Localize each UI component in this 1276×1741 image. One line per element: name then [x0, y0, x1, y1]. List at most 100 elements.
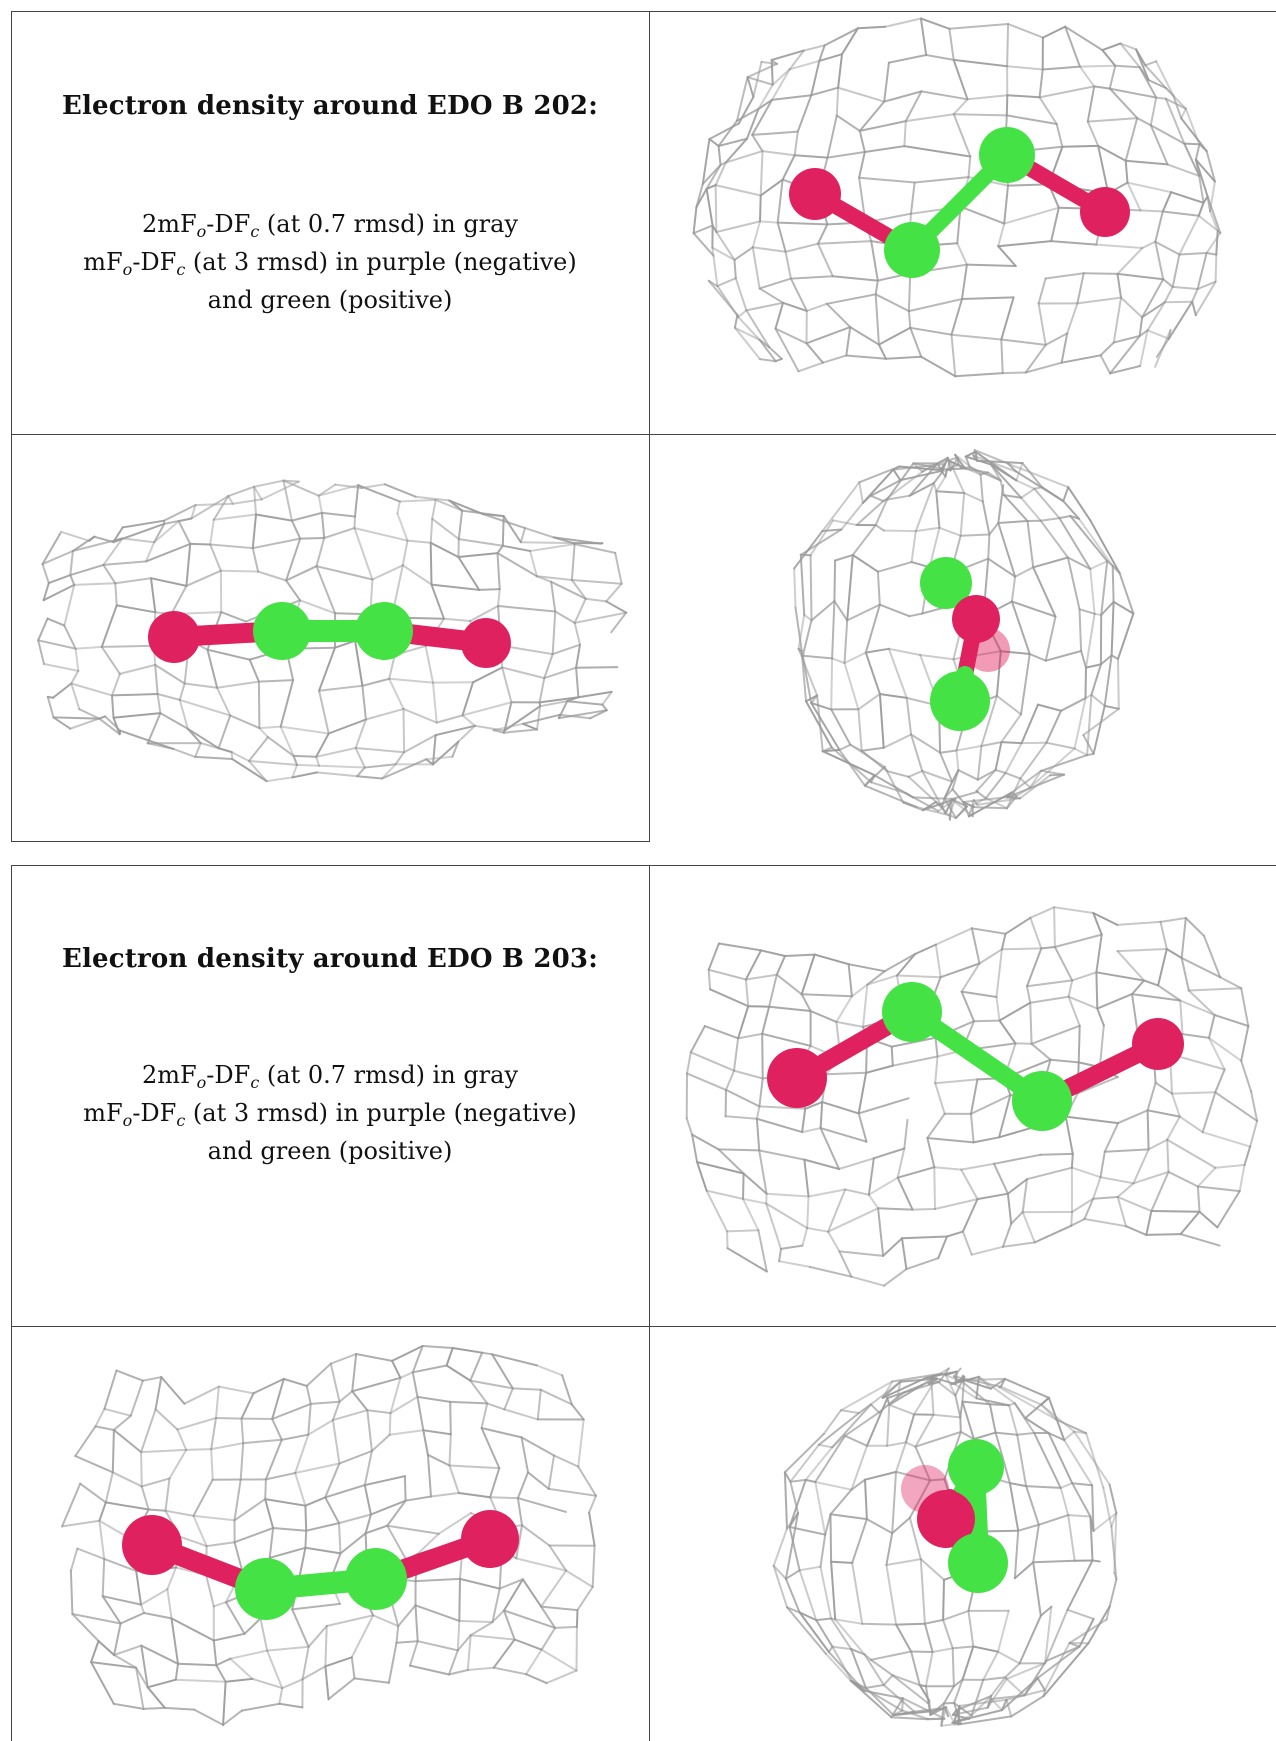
edo-molecule: [122, 1510, 519, 1620]
mesh-line: [805, 342, 824, 364]
mesh-line: [251, 537, 302, 550]
carbon-atom: [253, 602, 311, 660]
mesh-line: [354, 747, 366, 769]
mesh-line: [758, 277, 792, 290]
mesh-line: [950, 333, 1003, 341]
mesh-line: [772, 1564, 787, 1580]
mesh-line: [1113, 1572, 1118, 1581]
mesh-line: [536, 1388, 542, 1421]
mesh-line: [759, 178, 784, 197]
mesh-line: [1116, 272, 1122, 299]
mesh-line: [1053, 946, 1074, 982]
mesh-line: [877, 343, 887, 360]
mesh-line: [804, 1446, 834, 1481]
mesh-line: [540, 1626, 557, 1651]
mesh-line: [101, 1557, 106, 1598]
mesh-line: [692, 224, 714, 235]
mesh-line: [751, 246, 787, 253]
mesh-line: [810, 59, 821, 97]
mesh-line: [877, 326, 912, 346]
mesh-line: [793, 130, 799, 157]
mesh-line: [904, 1441, 917, 1448]
mesh-line: [60, 530, 91, 542]
mesh-line: [737, 1005, 750, 1040]
oxygen-atom: [148, 611, 200, 663]
mesh-line: [449, 1400, 489, 1405]
mesh-line: [1201, 1091, 1217, 1134]
mesh-line: [1026, 947, 1043, 988]
mesh-line: [858, 151, 866, 179]
mesh-line: [403, 1475, 407, 1502]
mesh-line: [1037, 302, 1047, 346]
mesh-line: [886, 1403, 891, 1447]
mesh-line: [1164, 97, 1187, 110]
mesh-line: [1020, 653, 1031, 716]
mesh-line: [401, 539, 409, 567]
mesh-line: [803, 1158, 810, 1198]
mesh-line: [307, 1625, 328, 1648]
mesh-line: [354, 747, 406, 754]
mesh-line: [381, 763, 397, 780]
mesh-line: [995, 948, 1003, 998]
mesh-line: [891, 1372, 943, 1383]
mesh-line: [751, 130, 799, 136]
mesh-line: [1003, 206, 1060, 225]
mesh-line: [140, 1408, 157, 1454]
mesh-line: [243, 1617, 262, 1635]
mesh-line: [383, 483, 417, 498]
mesh-line: [409, 1640, 419, 1667]
mesh-line: [1114, 64, 1141, 69]
mesh-line: [920, 90, 969, 101]
mesh-line: [1015, 479, 1036, 490]
mesh-line: [1086, 117, 1139, 123]
mesh-line: [765, 1202, 782, 1250]
mesh-line: [1045, 741, 1076, 750]
mesh-line: [939, 749, 958, 754]
mesh-line: [799, 553, 812, 557]
mesh-line: [369, 1499, 407, 1516]
mesh-line: [403, 734, 437, 754]
mesh-line: [934, 927, 973, 946]
mesh-line: [717, 1148, 745, 1175]
mesh-line: [685, 1117, 694, 1136]
mesh-line: [977, 1375, 1016, 1405]
mesh-line: [331, 1419, 341, 1465]
mesh-line: [469, 1621, 494, 1637]
mesh-line: [976, 1192, 1009, 1201]
mesh-line: [1025, 1485, 1062, 1489]
mesh-line: [1213, 1014, 1250, 1027]
mesh-line: [315, 565, 337, 615]
mesh-line: [862, 983, 869, 1028]
oxygen-atom: [122, 1515, 182, 1575]
mesh-line: [253, 485, 263, 501]
mesh-line: [952, 58, 1009, 68]
mesh-line: [934, 1036, 939, 1058]
mesh-line: [1102, 1486, 1113, 1528]
mesh-line: [733, 246, 754, 261]
mesh-line: [746, 76, 755, 98]
mesh-line: [910, 733, 942, 754]
mesh-line: [869, 494, 885, 503]
mesh-line: [882, 1684, 916, 1713]
mesh-line: [290, 519, 302, 540]
mesh-line: [52, 682, 73, 699]
mesh-line: [366, 1409, 373, 1452]
mesh-line: [264, 1478, 267, 1501]
mesh-line: [955, 749, 960, 772]
mesh-line: [1000, 741, 1023, 745]
mesh-line: [1020, 703, 1039, 745]
mesh-line: [605, 582, 623, 603]
mesh-line: [758, 1149, 768, 1195]
mesh-line: [1083, 1218, 1127, 1228]
mesh-line: [90, 1661, 138, 1669]
mesh-line: [851, 1680, 904, 1712]
mesh-line: [432, 740, 460, 766]
mesh-line: [102, 563, 117, 585]
mesh-line: [1039, 1605, 1053, 1617]
density-mesh-view: [692, 17, 1222, 378]
mesh-line: [100, 645, 121, 675]
mesh-line: [156, 693, 181, 701]
mesh-line: [883, 765, 905, 804]
mesh-line: [838, 1250, 853, 1278]
mesh-line: [955, 745, 983, 752]
